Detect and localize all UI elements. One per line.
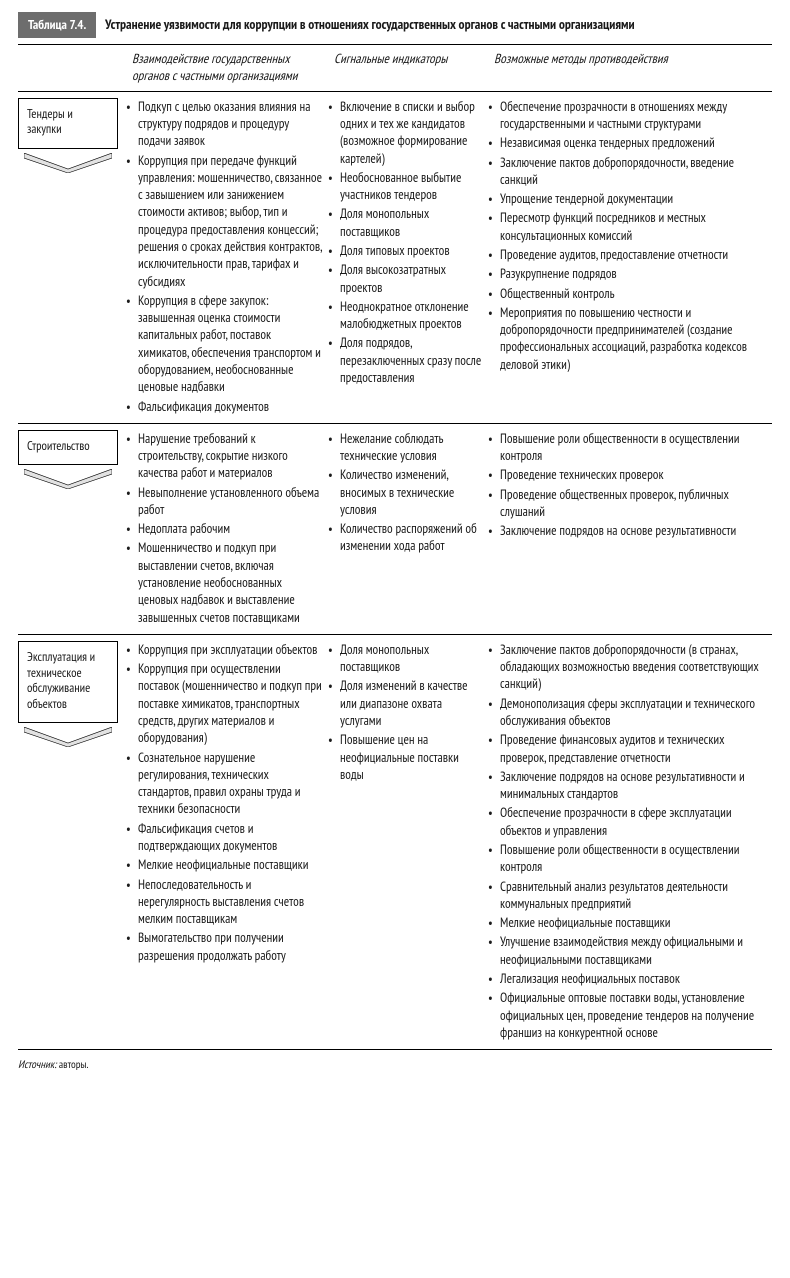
source-label: Источник: xyxy=(18,1058,56,1072)
row-category-label: Тендеры и закупки xyxy=(18,98,118,149)
cell-col1: Нарушение требований к строительству, со… xyxy=(126,430,328,628)
list-item: Коррупция при осуществлении поставок (мо… xyxy=(126,660,322,746)
table-title: Устранение уязвимости для коррупции в от… xyxy=(105,15,635,33)
header-col1: Взаимодействие государственных органов с… xyxy=(126,45,328,91)
list-item: Заключение пактов добропорядочности, вве… xyxy=(488,154,766,189)
list-item: Количество изменений, вносимых в техниче… xyxy=(328,466,482,518)
cell-col2: Доля монопольных поставщиковДоля изменен… xyxy=(328,641,488,1043)
header-col2: Сигнальные индикаторы xyxy=(328,45,488,91)
cell-col1: Коррупция при эксплуатации объектов Корру… xyxy=(126,641,328,1043)
list-item: Фальсификация счетов и подтверждающих до… xyxy=(126,820,322,855)
chevron-down-icon xyxy=(24,153,112,173)
list-item: Доля подрядов, перезаключенных сразу пос… xyxy=(328,334,482,386)
list-item: Мошенничество и подкуп при выставлении с… xyxy=(126,539,322,625)
list-item: Улучшение взаимодействия между официальн… xyxy=(488,933,766,968)
list-item: Доля типовых проектов xyxy=(328,242,482,259)
list-item: Доля изменений в качестве или диапазоне … xyxy=(328,677,482,729)
list-item: Официальные оптовые поставки воды, устан… xyxy=(488,989,766,1041)
list-item: Сознательное нарушение регулирования, те… xyxy=(126,749,322,818)
list-item: Коррупция в сфере закупок: завышенная оц… xyxy=(126,292,322,396)
list-item: Количество распоряжений об изменении ход… xyxy=(328,520,482,555)
list-item: Заключение подрядов на основе результати… xyxy=(488,768,766,803)
list-item: Пересмотр функций посредников и местных … xyxy=(488,209,766,244)
table-row: СтроительствоНарушение требований к стро… xyxy=(18,424,772,635)
list-item: Неоднократное отклонение малобюджетных п… xyxy=(328,298,482,333)
column-headers: Взаимодействие государственных органов с… xyxy=(18,44,772,92)
list-item: Необоснованное выбытие участников тендер… xyxy=(328,169,482,204)
table-row: Тендеры и закупкиПодкуп с целью оказания… xyxy=(18,92,772,424)
cell-col3: Повышение роли общественности в осуществ… xyxy=(488,430,772,628)
header-col3: Возможные методы противодействия xyxy=(488,45,772,91)
list-item: Подкуп с целью оказания влияния на струк… xyxy=(126,98,322,150)
list-item: Доля монопольных поставщиков xyxy=(328,641,482,676)
list-item: Проведение финансовых аудитов и техничес… xyxy=(488,731,766,766)
list-item: Нарушение требований к строительству, со… xyxy=(126,430,322,482)
list-item: Независимая оценка тендерных предложений xyxy=(488,134,766,151)
cell-col2: Включение в списки и выбор одних и тех ж… xyxy=(328,98,488,417)
list-item: Повышение роли общественности в осуществ… xyxy=(488,841,766,876)
list-item: Нежелание соблюдать технические условия xyxy=(328,430,482,465)
list-item: Доля высокозатратных проектов xyxy=(328,261,482,296)
list-item: Фальсификация документов xyxy=(126,398,322,415)
list-item: Непоследовательность и нерегулярность вы… xyxy=(126,876,322,928)
list-item: Общественный контроль xyxy=(488,285,766,302)
list-item: Коррупция при эксплуатации объектов xyxy=(126,641,322,658)
row-category-label: Эксплуатация и техническое обслуживание … xyxy=(18,641,118,724)
list-item: Повышение цен на неофициальные поставки … xyxy=(328,731,482,783)
list-item: Проведение технических проверок xyxy=(488,466,766,483)
list-item: Разукрупнение подрядов xyxy=(488,265,766,282)
list-item: Обеспечение прозрачности в сфере эксплуа… xyxy=(488,804,766,839)
list-item: Заключение подрядов на основе результати… xyxy=(488,522,766,539)
table-number-badge: Таблица 7.4. xyxy=(18,12,96,38)
list-item: Заключение пактов добропорядочности (в с… xyxy=(488,641,766,693)
list-item: Мелкие неофициальные поставщики xyxy=(488,914,766,931)
source-text: авторы. xyxy=(59,1058,89,1072)
list-item: Вымогательство при получении разрешения … xyxy=(126,929,322,964)
cell-col1: Подкуп с целью оказания влияния на струк… xyxy=(126,98,328,417)
list-item: Включение в списки и выбор одних и тех ж… xyxy=(328,98,482,167)
source-line: Источник: авторы. xyxy=(18,1058,772,1073)
cell-col3: Обеспечение прозрачности в отношениях ме… xyxy=(488,98,772,417)
list-item: Проведение аудитов, предоставление отчет… xyxy=(488,246,766,263)
list-item: Демонополизация сферы эксплуатации и тех… xyxy=(488,695,766,730)
list-item: Обеспечение прозрачности в отношениях ме… xyxy=(488,98,766,133)
chevron-down-icon xyxy=(24,727,112,747)
table-row: Эксплуатация и техническое обслуживание … xyxy=(18,635,772,1050)
list-item: Сравнительный анализ результатов деятель… xyxy=(488,878,766,913)
list-item: Мероприятия по повышению честности и доб… xyxy=(488,304,766,373)
list-item: Мелкие неофициальные поставщики xyxy=(126,856,322,873)
chevron-down-icon xyxy=(24,469,112,489)
list-item: Повышение роли общественности в осуществ… xyxy=(488,430,766,465)
list-item: Упрощение тендерной документации xyxy=(488,190,766,207)
list-item: Проведение общественных проверок, публич… xyxy=(488,486,766,521)
row-category-label: Строительство xyxy=(18,430,118,466)
cell-col2: Нежелание соблюдать технические условияК… xyxy=(328,430,488,628)
cell-col3: Заключение пактов добропорядочности (в с… xyxy=(488,641,772,1043)
list-item: Невыполнение установленного объема работ xyxy=(126,484,322,519)
list-item: Доля монопольных поставщиков xyxy=(328,205,482,240)
list-item: Легализация неофициальных поставок xyxy=(488,970,766,987)
list-item: Коррупция при передаче функций управлени… xyxy=(126,152,322,290)
list-item: Недоплата рабочим xyxy=(126,520,322,537)
